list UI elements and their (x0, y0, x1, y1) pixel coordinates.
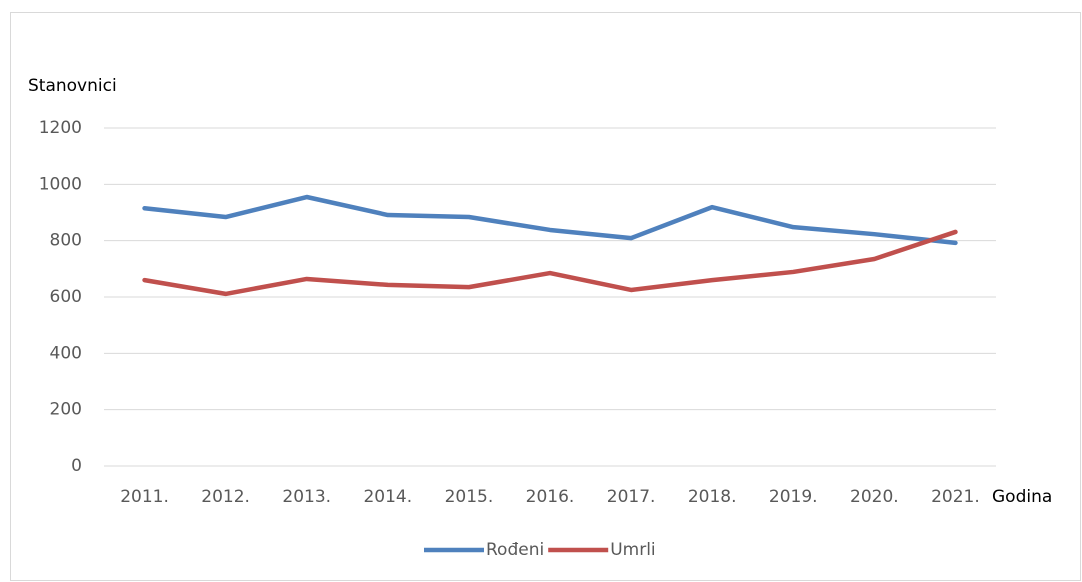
line-series (142, 229, 958, 297)
y-tick-label: 200 (50, 400, 82, 420)
x-tick-label: 2019. (769, 487, 818, 507)
x-tick-label: 2014. (363, 487, 412, 507)
legend-label: Umrli (610, 540, 655, 560)
x-tick-label: 2012. (201, 487, 250, 507)
legend-label: Rođeni (486, 540, 544, 560)
x-tick-label: 2016. (526, 487, 575, 507)
y-axis-label: Stanovnici (28, 76, 117, 96)
y-tick-label: 600 (50, 287, 82, 307)
y-tick-label: 1000 (39, 174, 82, 194)
x-axis-label: Godina (992, 487, 1052, 507)
y-tick-label: 800 (50, 231, 82, 251)
y-tick-label: 0 (71, 456, 82, 476)
x-tick-label: 2011. (120, 487, 169, 507)
y-tick-label: 400 (50, 343, 82, 363)
x-tick-label: 2020. (850, 487, 899, 507)
line-series (142, 194, 958, 246)
y-tick-label: 1200 (39, 118, 82, 138)
x-tick-label: 2018. (688, 487, 737, 507)
x-tick-label: 2015. (445, 487, 494, 507)
x-tick-label: 2017. (607, 487, 656, 507)
x-tick-label: 2013. (282, 487, 331, 507)
x-tick-label: 2021. (931, 487, 980, 507)
